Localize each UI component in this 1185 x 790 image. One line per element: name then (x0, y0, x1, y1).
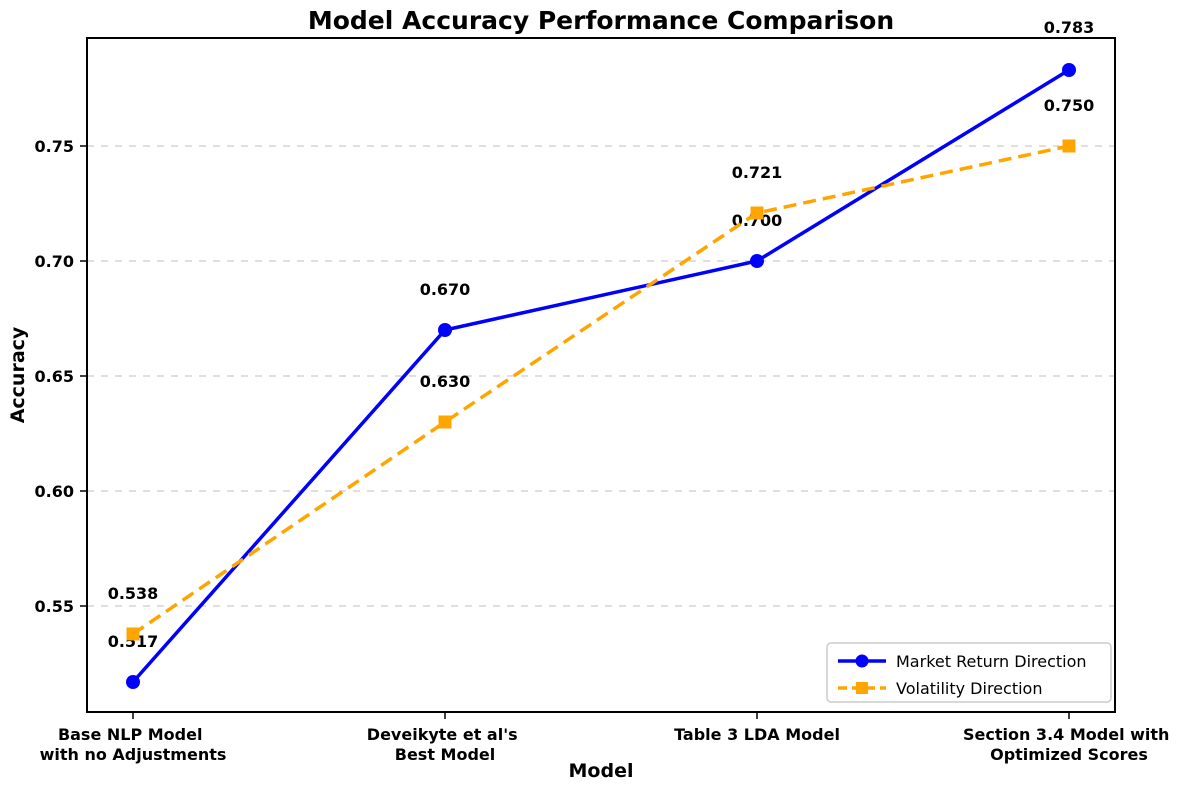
series-line-market-return (131, 68, 1070, 684)
circle-marker (126, 675, 140, 689)
circle-marker (1062, 63, 1076, 77)
square-marker (1062, 139, 1076, 153)
y-tick-marks (80, 145, 87, 607)
legend: Market Return Direction Volatility Direc… (826, 642, 1112, 703)
legend-entry-volatility: Volatility Direction (838, 679, 1042, 698)
x-tick-labels: Base NLP Model with no Adjustments Devei… (40, 725, 1175, 764)
square-marker (126, 627, 140, 641)
series-points-volatility: 0.538 0.630 0.721 0.750 (108, 96, 1095, 641)
legend-entry-market-return: Market Return Direction (838, 652, 1087, 671)
data-label: 0.700 (732, 211, 783, 230)
y-tick-label-0.55: 0.55 (35, 597, 74, 616)
series-line-volatility (132, 144, 1070, 636)
x-axis-label: Model (569, 760, 634, 782)
series-market-return-direction: 0.517 0.670 0.700 0.783 (108, 18, 1095, 689)
y-tick-label-0.65: 0.65 (35, 367, 74, 386)
y-tick-label-0.75: 0.75 (35, 137, 74, 156)
legend-marker-sample (855, 654, 869, 668)
data-label: 0.538 (108, 584, 159, 603)
square-marker (750, 206, 764, 220)
x-tick-marks (132, 712, 1070, 719)
x-tick-line: Optimized Scores (990, 745, 1148, 764)
y-tick-label-0.70: 0.70 (35, 252, 74, 271)
legend-box (826, 642, 1112, 703)
data-label: 0.750 (1044, 96, 1095, 115)
plot-area-border (86, 37, 1116, 713)
legend-label-volatility: Volatility Direction (896, 679, 1042, 698)
data-label: 0.783 (1044, 18, 1095, 37)
legend-square-marker (856, 682, 868, 694)
circle-marker (438, 323, 452, 337)
y-tick-label-0.60: 0.60 (35, 482, 74, 501)
data-label: 0.517 (108, 632, 159, 651)
line-volatility (132, 144, 1070, 636)
x-tick-line: Base NLP Model (58, 725, 203, 744)
x-tick-line: Best Model (395, 745, 496, 764)
circle-marker (750, 254, 764, 268)
x-tick-line: with no Adjustments (40, 745, 227, 764)
x-tick-line: Deveikyte et al's (367, 725, 518, 744)
gridlines (87, 145, 1115, 607)
x-tick-label-section34: Section 3.4 Model with Optimized Scores (963, 725, 1175, 764)
x-tick-label-table3-lda: Table 3 LDA Model (674, 725, 840, 744)
data-label: 0.670 (420, 280, 471, 299)
legend-circle-marker (855, 654, 869, 668)
chart-title: Model Accuracy Performance Comparison (308, 6, 894, 35)
series-volatility-direction: 0.538 0.630 0.721 0.750 (108, 96, 1095, 641)
x-tick-line: Table 3 LDA Model (674, 725, 840, 744)
y-axis-label: Accuracy (7, 326, 29, 423)
x-tick-line: Section 3.4 Model with (963, 725, 1169, 744)
x-tick-label-base-nlp: Base NLP Model with no Adjustments (40, 725, 227, 764)
square-marker (438, 415, 452, 429)
series-points-market-return: 0.517 0.670 0.700 0.783 (108, 18, 1095, 689)
y-tick-labels: 0.75 0.70 0.65 0.60 0.55 (35, 137, 74, 616)
data-label: 0.721 (732, 163, 783, 182)
line-market-return (131, 68, 1070, 684)
data-label: 0.630 (420, 372, 471, 391)
x-tick-label-deveikyte: Deveikyte et al's Best Model (367, 725, 523, 764)
legend-label-market-return: Market Return Direction (896, 652, 1087, 671)
legend-marker-sample (856, 682, 868, 694)
